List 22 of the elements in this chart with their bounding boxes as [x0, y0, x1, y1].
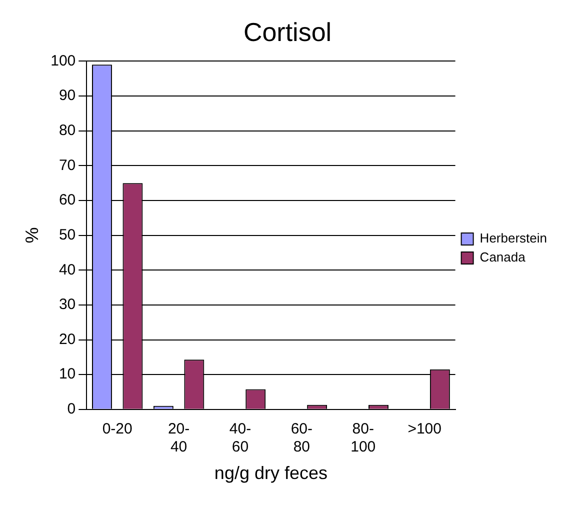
y-tick-label: 40 — [58, 261, 76, 278]
x-tick-label: 40- 60 — [229, 420, 252, 456]
legend-label: Canada — [480, 250, 526, 265]
y-tick-label: 10 — [58, 366, 76, 383]
x-tick-label: 60- 80 — [290, 420, 313, 456]
y-axis-title: % — [22, 227, 42, 244]
x-tick-label: >100 — [408, 420, 442, 438]
y-tick-label: 0 — [67, 400, 76, 418]
y-tick-label: 70 — [58, 156, 76, 174]
x-tick-label: 80- 100 — [350, 420, 376, 456]
y-tick-label: 60 — [58, 192, 76, 209]
legend-label: Herberstein — [480, 230, 548, 246]
chart-title: Cortisol — [243, 16, 332, 47]
y-tick-label: 30 — [58, 296, 76, 314]
x-axis-title: ng/g dry feces — [214, 463, 328, 484]
y-tick-label: 50 — [58, 226, 76, 244]
y-tick-label: 90 — [58, 87, 76, 104]
x-tick-label: 20- 40 — [168, 420, 190, 456]
y-tick-label: 100 — [50, 52, 76, 70]
y-tick-label: 20 — [58, 330, 76, 348]
x-tick-label: 0-20 — [102, 420, 132, 438]
y-tick-label: 80 — [58, 122, 76, 139]
